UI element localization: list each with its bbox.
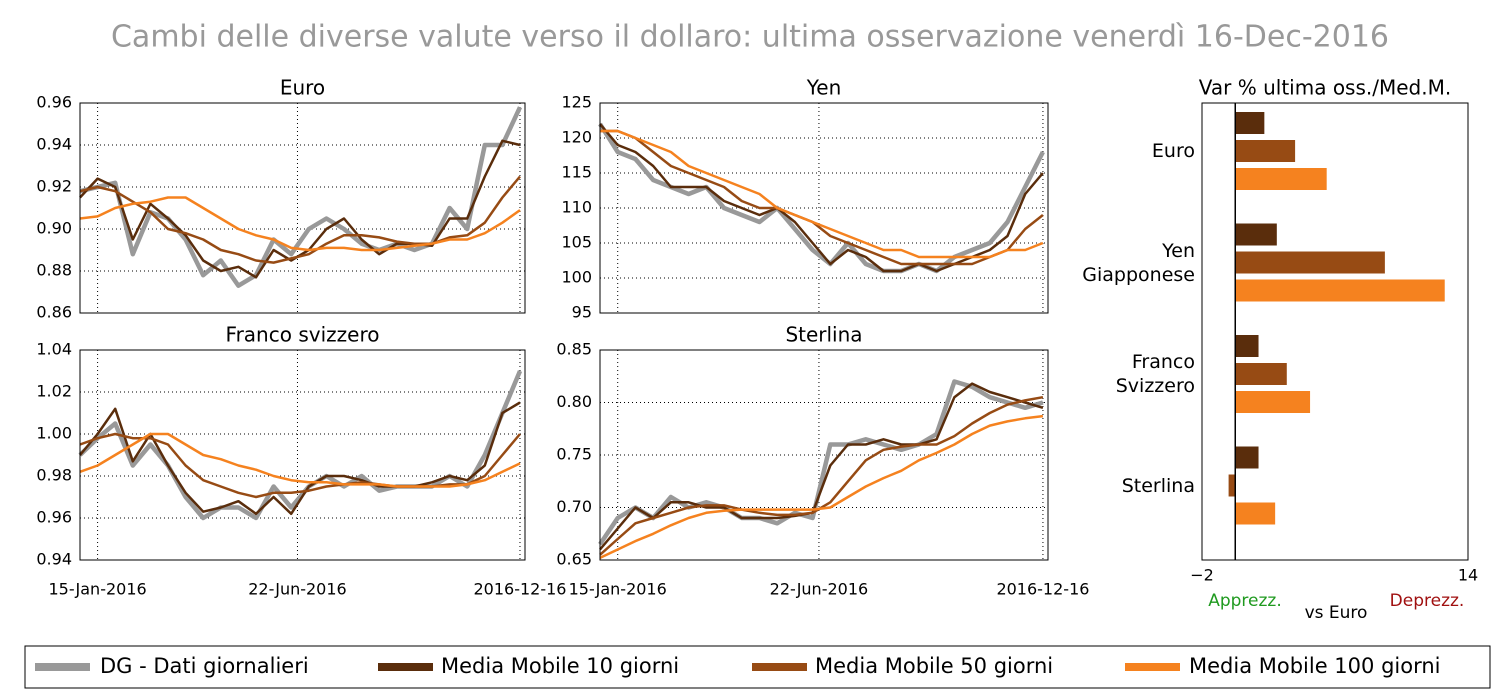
- plot-frame: [79, 349, 526, 561]
- series-line: [79, 196, 521, 252]
- series-line: [79, 106, 523, 288]
- series-line: [78, 370, 523, 521]
- panel-title: Euro: [280, 76, 325, 100]
- legend-label: Media Mobile 10 giorni: [441, 654, 679, 678]
- x-tick-label: 15-Jan-2016: [49, 580, 147, 599]
- bar: [1235, 335, 1259, 357]
- panel-title: Var % ultima oss./Med.M.: [1199, 76, 1451, 100]
- bar: [1228, 474, 1236, 497]
- x-tick-label: 15-Jan-2016: [569, 580, 667, 599]
- x-tick-label: 22-Jun-2016: [248, 580, 347, 599]
- y-tick-label: 0.92: [36, 177, 72, 196]
- bar: [1235, 279, 1445, 302]
- bar: [1235, 140, 1296, 162]
- panel-title: Yen: [806, 76, 842, 100]
- series-line: [79, 432, 521, 499]
- y-tick-label: 0.96: [36, 93, 72, 112]
- plot-frame: [599, 349, 1049, 561]
- category-label: Sterlina: [1121, 474, 1195, 497]
- y-tick-label: 1.04: [36, 340, 72, 359]
- bar: [1235, 391, 1311, 413]
- series-line: [79, 432, 521, 488]
- series-line: [599, 382, 1044, 551]
- y-tick-label: 0.94: [36, 550, 72, 569]
- legend-label: Media Mobile 100 giorni: [1189, 654, 1441, 678]
- y-tick-label: 0.70: [556, 497, 592, 516]
- plot-frame: [599, 102, 1049, 314]
- annotation: vs Euro: [1305, 603, 1368, 623]
- legend-box: [24, 645, 1491, 689]
- y-tick-label: 0.98: [36, 466, 72, 485]
- legend-label: DG - Dati giornalieri: [100, 654, 309, 678]
- bar: [1235, 223, 1277, 246]
- y-tick-label: 1.02: [36, 382, 72, 401]
- page-title: Cambi delle diverse valute verso il doll…: [111, 20, 1389, 55]
- annotation: Apprezz.: [1208, 591, 1282, 611]
- y-tick-label: 0.94: [36, 135, 72, 154]
- y-tick-label: 100: [561, 268, 592, 287]
- annotation: Deprezz.: [1390, 591, 1465, 611]
- bar: [1235, 363, 1287, 385]
- panel-title: Sterlina: [785, 323, 862, 347]
- y-tick-label: 0.86: [36, 303, 72, 322]
- y-tick-label: 95: [572, 303, 592, 322]
- y-tick-label: 0.90: [36, 219, 72, 238]
- y-tick-label: 125: [561, 93, 592, 112]
- plot-frame: [79, 102, 526, 314]
- y-tick-label: 0.65: [556, 550, 592, 569]
- category-label: Euro: [1151, 140, 1195, 162]
- y-tick-label: 105: [561, 233, 592, 252]
- series-line: [598, 122, 1045, 274]
- y-tick-label: 120: [561, 128, 592, 147]
- category-label: Yen Giapponese: [1082, 239, 1195, 286]
- series-line: [598, 379, 1044, 546]
- series-line: [79, 175, 521, 264]
- x-tick-label: 2016-12-16: [996, 580, 1089, 599]
- y-tick-label: 0.80: [556, 392, 592, 411]
- x-tick-label: 14: [1458, 566, 1478, 585]
- series-line: [600, 129, 1044, 266]
- x-tick-label: 2016-12-16: [473, 580, 566, 599]
- plot-frame: [1201, 102, 1469, 561]
- category-label: Franco Svizzero: [1115, 351, 1195, 397]
- x-tick-label: 22-Jun-2016: [770, 580, 869, 599]
- y-tick-label: 1.00: [36, 424, 72, 443]
- x-tick-label: −2: [1190, 566, 1214, 585]
- bar: [1235, 446, 1259, 469]
- bar: [1235, 168, 1327, 190]
- panel-title: Franco svizzero: [226, 323, 380, 347]
- series-line: [600, 129, 1044, 259]
- y-tick-label: 0.75: [556, 445, 592, 464]
- y-tick-label: 110: [561, 198, 592, 217]
- y-tick-label: 0.88: [36, 261, 72, 280]
- y-tick-label: 0.96: [36, 508, 72, 527]
- series-line: [599, 414, 1044, 560]
- bar: [1235, 251, 1385, 274]
- y-tick-label: 0.85: [556, 340, 592, 359]
- bar: [1235, 112, 1265, 134]
- bar: [1235, 502, 1276, 525]
- y-tick-label: 115: [561, 163, 592, 182]
- legend-label: Media Mobile 50 giorni: [815, 654, 1053, 678]
